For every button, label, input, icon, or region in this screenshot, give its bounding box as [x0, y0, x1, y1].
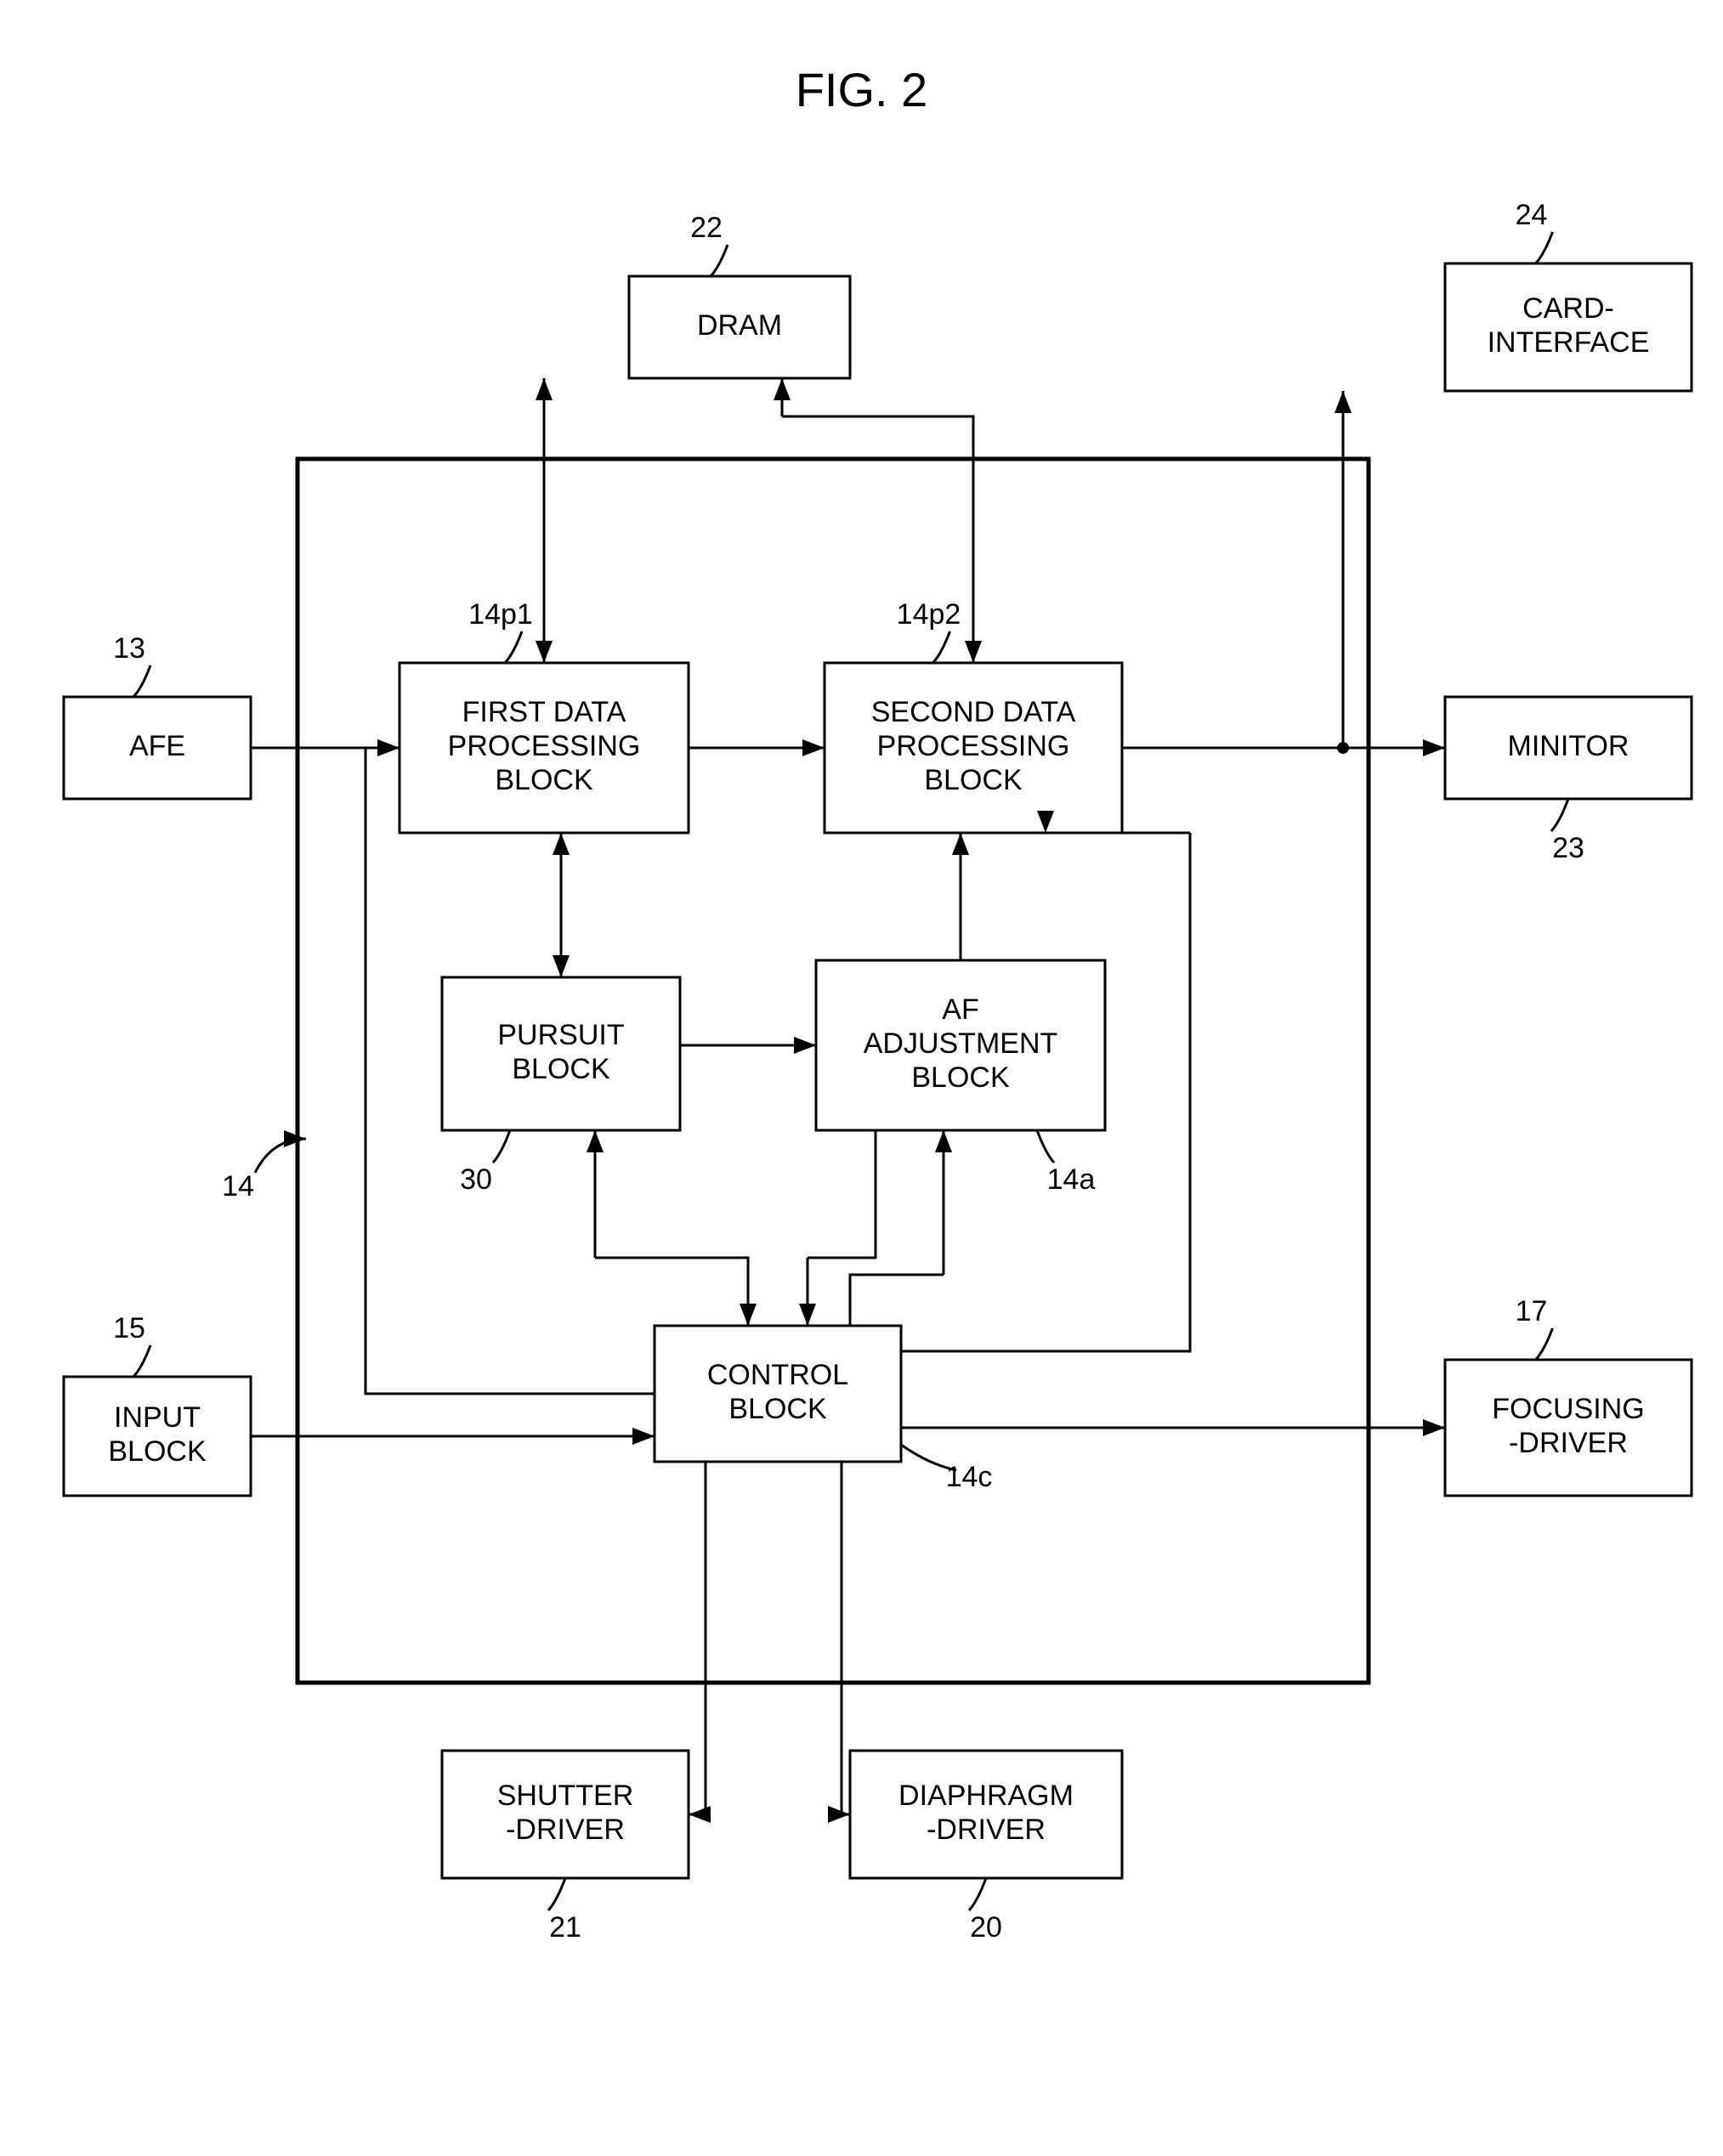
second-label-0: SECOND DATA [871, 696, 1076, 728]
monitor-label-0: MINITOR [1508, 730, 1629, 762]
ref-21: 21 [549, 1911, 581, 1944]
ref-13: 13 [113, 632, 145, 665]
ref-22: 22 [690, 212, 723, 244]
ref-23: 23 [1552, 832, 1584, 864]
second-label-2: BLOCK [924, 764, 1023, 796]
figure-title: FIG. 2 [796, 63, 928, 116]
ref-17: 17 [1516, 1295, 1548, 1327]
ref-14c: 14c [946, 1461, 993, 1493]
diaph-label-1: -DRIVER [927, 1814, 1046, 1846]
afadj-label-1: ADJUSTMENT [864, 1027, 1058, 1060]
ref-20: 20 [970, 1911, 1002, 1944]
diaph-label-0: DIAPHRAGM [898, 1780, 1074, 1812]
ref-30: 30 [460, 1163, 492, 1196]
afadj-label-0: AF [942, 993, 978, 1026]
first-label-1: PROCESSING [448, 730, 641, 762]
second-label-1: PROCESSING [877, 730, 1070, 762]
cardif-label-1: INTERFACE [1488, 326, 1650, 359]
pursuit-label-0: PURSUIT [497, 1019, 624, 1051]
focus-label-0: FOCUSING [1492, 1393, 1644, 1425]
block-diagram: FIG. 2 14 DRAM 22 CARD-INTERFACE 24 AFE 13 FIRST… [0, 0, 1723, 2156]
ref-15: 15 [113, 1312, 145, 1344]
ref-14: 14 [222, 1170, 254, 1202]
pursuit-label-1: BLOCK [512, 1053, 610, 1085]
ref-14p1: 14p1 [468, 598, 533, 631]
first-label-0: FIRST DATA [462, 696, 626, 728]
input-label-0: INPUT [114, 1401, 201, 1434]
ref-24: 24 [1516, 199, 1548, 231]
shutter-label-0: SHUTTER [497, 1780, 634, 1812]
afe-label-0: AFE [129, 730, 185, 762]
shutter-label-1: -DRIVER [506, 1814, 625, 1846]
ref-14p2: 14p2 [897, 598, 961, 631]
cardif-label-0: CARD- [1522, 292, 1614, 325]
control-label-1: BLOCK [728, 1393, 827, 1425]
input-label-1: BLOCK [108, 1435, 207, 1468]
dram-label-0: DRAM [697, 309, 782, 342]
control-label-0: CONTROL [707, 1359, 848, 1391]
first-label-2: BLOCK [495, 764, 593, 796]
focus-label-1: -DRIVER [1509, 1427, 1628, 1459]
afadj-label-2: BLOCK [911, 1061, 1010, 1094]
ref-14a: 14a [1047, 1163, 1096, 1196]
